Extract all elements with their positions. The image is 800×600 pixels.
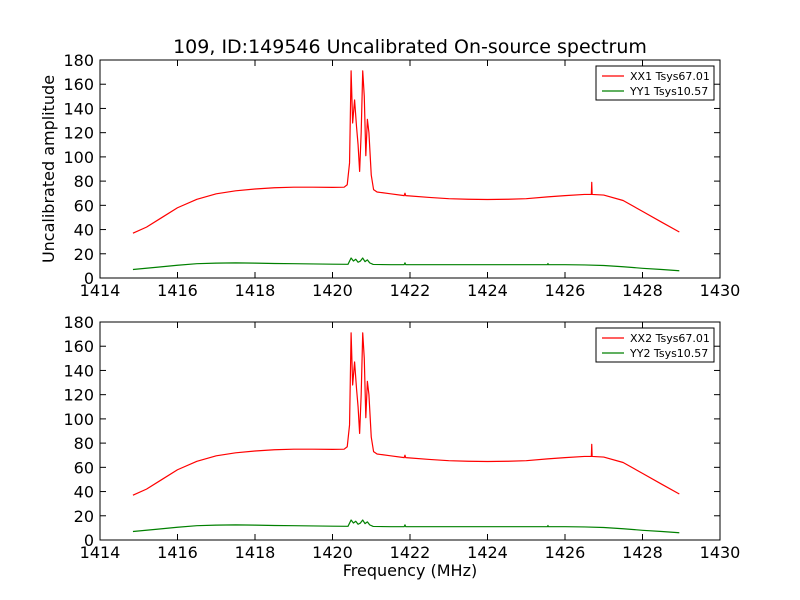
series-line-yy1 [132,257,680,272]
series-line-xx2 [132,332,680,496]
legend-box [595,65,715,101]
y-tick-label: 100 [63,148,94,167]
y-tick-label: 180 [63,313,94,332]
legend-entry: XX1 Tsys67.01 [630,70,710,83]
y-tick-label: 140 [63,361,94,380]
legend-entry: YY1 Tsys10.57 [629,85,708,98]
legend: XX2 Tsys67.01 YY2 Tsys10.57 [595,327,715,363]
y-tick-label: 20 [74,245,94,264]
x-tick-label: 1420 [312,281,353,300]
x-tick-label: 1424 [467,543,508,562]
x-tick-label: 1418 [235,281,276,300]
x-tick-label: 1422 [390,281,431,300]
panel-1: 1414 1416 1418 1420 1422 1424 1426 1428 1430 0 20 4… [63,51,740,300]
x-tick-label: 1424 [467,281,508,300]
x-tick-label: 1430 [700,281,741,300]
x-tick-label: 1430 [700,543,741,562]
y-tick-label: 180 [63,51,94,70]
y-tick-label: 40 [74,221,94,240]
x-axis-label: Frequency (MHz) [343,561,477,580]
x-tick-label: 1422 [390,543,431,562]
x-tick-label: 1416 [157,543,198,562]
legend-box [595,327,715,363]
x-tick-label: 1426 [545,543,586,562]
y-tick-label: 160 [63,337,94,356]
x-tick-label: 1428 [622,543,663,562]
y-tick-label: 120 [63,124,94,143]
x-tick-label: 1416 [157,281,198,300]
series-line-yy2 [132,519,680,534]
chart-title: 109, ID:149546 Uncalibrated On-source sp… [173,36,647,58]
legend-entry: YY2 Tsys10.57 [629,347,708,360]
y-tick-label: 100 [63,410,94,429]
y-tick-label: 0 [84,531,94,550]
y-tick-label: 140 [63,99,94,118]
panels: 1414 1416 1418 1420 1422 1424 1426 1428 1430 0 20 4… [63,51,740,562]
y-tick-label: 60 [74,458,94,477]
legend-entry: XX2 Tsys67.01 [630,332,710,345]
legend: XX1 Tsys67.01 YY1 Tsys10.57 [595,65,715,101]
x-tick-label: 1426 [545,281,586,300]
y-tick-label: 60 [74,196,94,215]
panel-2: 1414 1416 1418 1420 1422 1424 1426 1428 1430 0 20 4… [63,313,740,562]
y-tick-label: 0 [84,269,94,288]
x-tick-label: 1418 [235,543,276,562]
series-line-xx1 [132,70,680,234]
y-axis-label: Uncalibrated amplitude [39,75,58,263]
y-tick-label: 160 [63,75,94,94]
y-tick-label: 80 [74,172,94,191]
y-tick-label: 120 [63,386,94,405]
x-tick-label: 1420 [312,543,353,562]
x-tick-label: 1414 [80,543,121,562]
y-tick-label: 20 [74,507,94,526]
y-tick-label: 40 [74,483,94,502]
y-tick-label: 80 [74,434,94,453]
x-tick-label: 1428 [622,281,663,300]
x-tick-label: 1414 [80,281,121,300]
